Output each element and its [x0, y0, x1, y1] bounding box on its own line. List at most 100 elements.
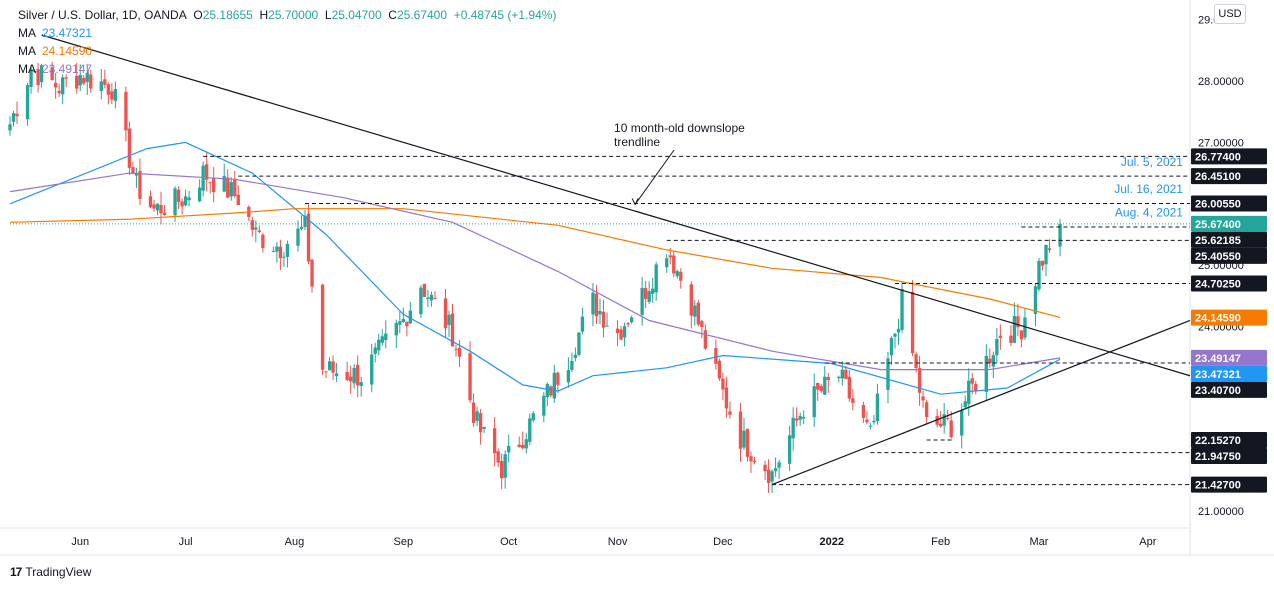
candle-body[interactable]	[773, 468, 778, 472]
candle-body[interactable]	[152, 204, 156, 209]
candle-body[interactable]	[1037, 260, 1041, 290]
candle-body[interactable]	[405, 321, 409, 327]
candle-body[interactable]	[826, 377, 830, 381]
candle-body[interactable]	[967, 380, 971, 405]
candle-body[interactable]	[886, 358, 890, 390]
candle-body[interactable]	[946, 417, 950, 419]
candle-body[interactable]	[900, 289, 904, 330]
candle-body[interactable]	[257, 230, 262, 233]
candle-body[interactable]	[970, 378, 974, 384]
candle-body[interactable]	[8, 124, 12, 131]
candle-body[interactable]	[212, 178, 216, 193]
candle-body[interactable]	[672, 255, 676, 274]
candle-body[interactable]	[521, 444, 525, 449]
candle-body[interactable]	[320, 284, 325, 370]
currency-button[interactable]: USD	[1214, 4, 1246, 24]
candle-body[interactable]	[429, 294, 434, 301]
candle-body[interactable]	[643, 288, 648, 299]
candle-body[interactable]	[352, 367, 356, 384]
candle-body[interactable]	[401, 318, 406, 322]
candle-body[interactable]	[1044, 244, 1048, 265]
candle-body[interactable]	[32, 70, 37, 72]
ma-line-3[interactable]	[9, 172, 1061, 371]
candle-body[interactable]	[1058, 223, 1062, 247]
candle-body[interactable]	[356, 364, 360, 386]
candle-body[interactable]	[176, 189, 181, 202]
candle-body[interactable]	[11, 113, 16, 122]
candle-body[interactable]	[816, 383, 820, 390]
candle-body[interactable]	[594, 293, 599, 317]
candle-body[interactable]	[204, 164, 209, 180]
candle-body[interactable]	[1012, 315, 1017, 343]
candle-body[interactable]	[591, 292, 595, 315]
candle-body[interactable]	[872, 420, 876, 423]
candle-body[interactable]	[138, 170, 142, 199]
candle-body[interactable]	[183, 196, 188, 206]
candle-body[interactable]	[50, 67, 54, 81]
candle-body[interactable]	[724, 387, 729, 409]
candle-body[interactable]	[271, 250, 276, 252]
candle-body[interactable]	[426, 297, 430, 299]
candle-body[interactable]	[159, 204, 163, 214]
candle-body[interactable]	[113, 89, 118, 101]
candle-body[interactable]	[798, 416, 802, 420]
candle-body[interactable]	[921, 396, 925, 401]
candle-body[interactable]	[840, 369, 844, 379]
candle-body[interactable]	[457, 347, 462, 357]
candle-body[interactable]	[208, 182, 212, 184]
candle-body[interactable]	[570, 360, 574, 371]
candle-body[interactable]	[306, 213, 311, 262]
candle-body[interactable]	[998, 335, 1003, 338]
candle-body[interactable]	[619, 329, 623, 340]
candle-body[interactable]	[791, 417, 795, 439]
candle-body[interactable]	[15, 113, 19, 117]
candle-body[interactable]	[162, 212, 167, 215]
candle-body[interactable]	[36, 69, 40, 86]
candle-body[interactable]	[471, 402, 476, 424]
candle-body[interactable]	[528, 418, 532, 442]
candle-body[interactable]	[875, 393, 880, 422]
candle-body[interactable]	[398, 321, 402, 325]
candle-body[interactable]	[377, 339, 381, 351]
candle-body[interactable]	[861, 405, 866, 418]
trendline[interactable]	[771, 319, 1191, 486]
candle-body[interactable]	[749, 456, 753, 462]
candle-body[interactable]	[482, 426, 486, 429]
candle-body[interactable]	[837, 376, 841, 379]
candle-body[interactable]	[310, 259, 314, 287]
candle-body[interactable]	[615, 328, 620, 334]
candle-body[interactable]	[868, 425, 873, 427]
candle-body[interactable]	[802, 416, 806, 419]
candle-body[interactable]	[942, 414, 946, 426]
candle-body[interactable]	[556, 372, 560, 385]
candle-body[interactable]	[134, 172, 139, 176]
candle-body[interactable]	[468, 353, 472, 401]
candle-body[interactable]	[668, 255, 672, 258]
candle-body[interactable]	[475, 411, 479, 421]
candle-body[interactable]	[106, 84, 111, 95]
candle-body[interactable]	[173, 188, 177, 216]
candle-body[interactable]	[823, 376, 827, 395]
candle-body[interactable]	[770, 471, 774, 482]
candle-body[interactable]	[384, 333, 388, 340]
ma-legend-1[interactable]: MA 23.47321	[18, 24, 556, 42]
candle-body[interactable]	[689, 284, 693, 316]
candle-body[interactable]	[889, 337, 894, 356]
candle-body[interactable]	[82, 77, 86, 84]
candle-body[interactable]	[580, 316, 585, 332]
candle-body[interactable]	[39, 65, 44, 83]
candle-body[interactable]	[626, 323, 630, 325]
candle-body[interactable]	[331, 361, 335, 373]
candle-body[interactable]	[679, 271, 683, 281]
candle-body[interactable]	[696, 302, 701, 325]
candle-body[interactable]	[148, 196, 153, 208]
candle-body[interactable]	[197, 187, 202, 202]
candle-body[interactable]	[531, 413, 535, 421]
candle-body[interactable]	[917, 367, 922, 393]
candle-body[interactable]	[865, 419, 869, 423]
candle-body[interactable]	[103, 79, 107, 85]
candle-body[interactable]	[370, 354, 374, 385]
candle-body[interactable]	[665, 258, 669, 268]
candle-body[interactable]	[324, 371, 328, 373]
